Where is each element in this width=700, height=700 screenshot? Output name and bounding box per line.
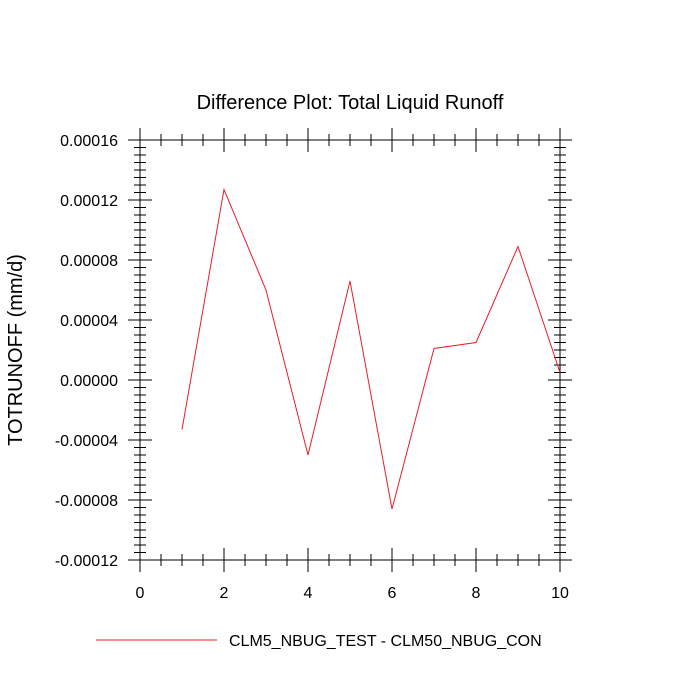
x-tick-labels: 0 2 4 6 8 10	[136, 585, 569, 602]
x-tick-label: 0	[136, 585, 145, 602]
y-tick-label: 0.00016	[60, 133, 118, 150]
chart-title: Difference Plot: Total Liquid Runoff	[197, 92, 504, 114]
y-tick-label: 0.00000	[60, 373, 118, 390]
x-tick-label: 2	[220, 585, 229, 602]
y-tick-label: -0.00004	[55, 433, 118, 450]
y-tick-label: 0.00012	[60, 193, 118, 210]
y-tick-labels: -0.00012 -0.00008 -0.00004 0.00000 0.00004 0.…	[55, 133, 118, 570]
x-tick-label: 8	[472, 585, 481, 602]
y-tick-label: -0.00012	[55, 553, 118, 570]
y-tick-label: 0.00004	[60, 313, 118, 330]
minor-ticks	[134, 134, 566, 566]
x-tick-label: 6	[388, 585, 397, 602]
y-tick-label: -0.00008	[55, 493, 118, 510]
legend: CLM5_NBUG_TEST - CLM50_NBUG_CON	[96, 633, 542, 650]
legend-label: CLM5_NBUG_TEST - CLM50_NBUG_CON	[229, 633, 542, 650]
major-ticks	[128, 128, 572, 572]
series-line	[181, 187, 561, 510]
x-tick-label: 10	[551, 585, 569, 602]
y-tick-label: 0.00008	[60, 253, 118, 270]
y-axis-label: TOTRUNOFF (mm/d)	[5, 254, 27, 446]
series-group	[181, 187, 561, 510]
x-tick-label: 4	[304, 585, 313, 602]
plot-frame	[139, 139, 561, 561]
